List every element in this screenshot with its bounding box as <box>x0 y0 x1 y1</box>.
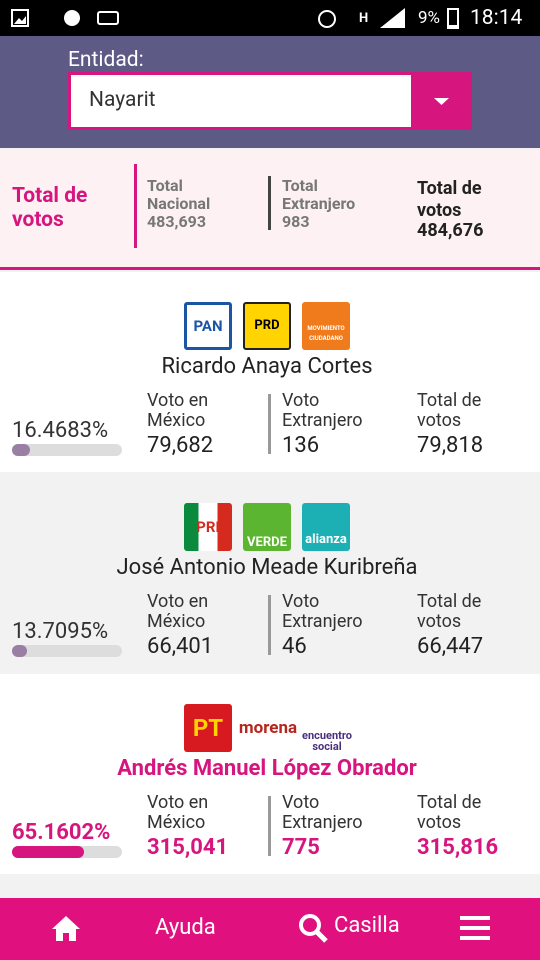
vote-value: 315,816 <box>417 835 499 860</box>
menu-button[interactable] <box>460 914 490 942</box>
vote-label: Voto Extranjero <box>282 591 363 632</box>
help-button[interactable]: Ayuda <box>155 915 216 940</box>
vote-label: Total de votos <box>417 591 482 632</box>
vote-label: Voto en México <box>147 390 209 431</box>
entity-label: Entidad: <box>68 48 144 72</box>
party-logo: PAN <box>184 302 232 350</box>
total-value: 983 <box>282 212 310 231</box>
divider <box>134 164 137 248</box>
candidate-card: PT morena encuentro social Andrés Manuel Ló… <box>0 674 540 874</box>
vote-value: 66,447 <box>417 634 484 659</box>
vote-label: Total de votos <box>417 390 482 431</box>
svg-text:H: H <box>359 11 368 26</box>
candidate-name: José Antonio Meade Kuribreña <box>116 555 418 580</box>
battery-level: 9% <box>418 8 441 28</box>
vote-value: 79,682 <box>147 433 214 458</box>
party-logo: MOVIMIENTO CIUDADANO <box>302 302 350 350</box>
notification-icons <box>11 9 119 27</box>
progress-bar <box>12 846 84 858</box>
status-bar: H 9% 18:14 <box>0 0 540 36</box>
home-button[interactable] <box>50 914 82 942</box>
candidate-card: PAN PRD MOVIMIENTO CIUDADANO Ricardo Anaya … <box>0 272 540 472</box>
vote-label: Voto Extranjero <box>282 390 363 431</box>
party-logos: PRI VERDE alianza <box>0 503 540 553</box>
vote-value: 315,041 <box>147 835 229 860</box>
party-logos: PT morena encuentro social <box>0 704 540 754</box>
total-label: Total de votos <box>417 178 482 221</box>
progress-bar <box>12 444 31 456</box>
candidate-name: Andrés Manuel López Obrador <box>117 756 417 781</box>
percent-label: 13.7095% <box>12 619 109 644</box>
header: Entidad: Nayarit <box>0 36 540 148</box>
search-icon <box>299 914 328 943</box>
vote-label: Voto en México <box>147 591 209 632</box>
clock: 18:14 <box>470 6 523 30</box>
vote-value: 66,401 <box>147 634 214 659</box>
vote-label: Total de votos <box>417 792 482 833</box>
battery-icon <box>447 8 459 29</box>
progress-track <box>12 444 122 456</box>
totals-panel: Total de votos Total Nacional 483,693 Tota… <box>0 150 540 270</box>
progress-track <box>12 645 122 657</box>
candidate-name: Ricardo Anaya Cortes <box>161 354 373 379</box>
entity-select[interactable]: Nayarit <box>68 72 472 130</box>
party-logo: VERDE <box>243 503 291 551</box>
search-button[interactable]: Casilla <box>334 913 400 938</box>
bottom-nav: Ayuda Casilla <box>0 898 540 960</box>
vote-label: Voto Extranjero <box>282 792 363 833</box>
divider <box>268 394 271 454</box>
candidate-card: PRI VERDE alianza José Antonio Meade Kuribr… <box>0 473 540 673</box>
vote-label: Voto en México <box>147 792 209 833</box>
vote-value: 46 <box>282 634 307 659</box>
percent-label: 16.4683% <box>12 418 109 443</box>
card-partial <box>0 876 540 898</box>
party-logo: morena <box>238 718 298 738</box>
total-label: Total Extranjero <box>282 176 356 213</box>
dropdown-button[interactable] <box>411 72 472 130</box>
totals-title: Total de votos <box>12 184 88 232</box>
system-icons: H <box>318 8 405 28</box>
total-value: 484,676 <box>417 220 484 241</box>
vote-value: 136 <box>282 433 320 458</box>
entity-value: Nayarit <box>89 88 156 112</box>
divider <box>268 796 271 856</box>
party-logo: alianza <box>302 503 350 551</box>
party-logo: encuentro social <box>302 729 352 752</box>
total-label: Total Nacional <box>147 176 211 213</box>
progress-track <box>12 846 122 858</box>
vote-value: 775 <box>282 835 320 860</box>
party-logo: PT <box>184 704 232 752</box>
party-logo: PRD <box>243 302 291 350</box>
party-logos: PAN PRD MOVIMIENTO CIUDADANO <box>0 302 540 352</box>
dropdown-arrow <box>434 98 449 105</box>
vote-value: 79,818 <box>417 433 484 458</box>
divider <box>268 595 271 655</box>
party-logo: PRI <box>184 503 232 551</box>
total-value: 483,693 <box>147 212 207 231</box>
percent-label: 65.1602% <box>12 820 111 845</box>
progress-bar <box>12 645 28 657</box>
divider <box>268 176 271 230</box>
